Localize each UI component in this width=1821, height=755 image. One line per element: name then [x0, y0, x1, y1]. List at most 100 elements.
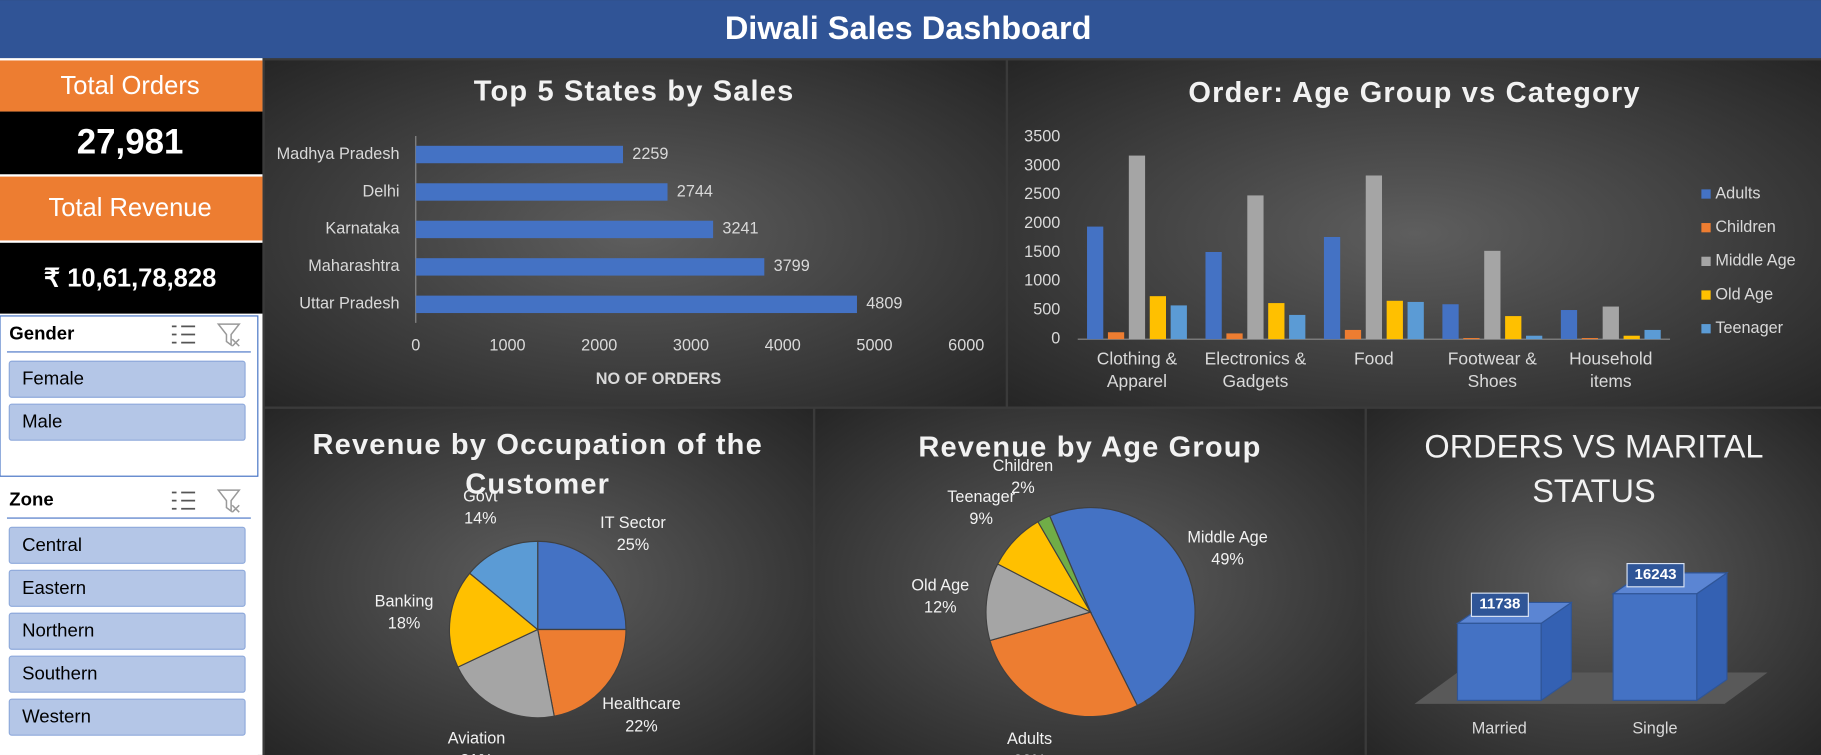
x-tick-label: Footwear & Shoes [1447, 349, 1537, 392]
data-label-box [1470, 592, 1529, 617]
legend-swatch [1701, 223, 1711, 233]
y-tick-label: 1500 [1024, 243, 1060, 261]
pie-slice [468, 540, 539, 631]
slicer-title: Gender [9, 322, 74, 343]
x-tick-label: Household items [1569, 349, 1653, 392]
y-tick-label: 1000 [1024, 272, 1060, 290]
bar [1289, 314, 1306, 340]
bar [1323, 236, 1341, 340]
slice-value: 2% [1011, 479, 1035, 497]
bar [1442, 304, 1459, 340]
slice-value: 22% [625, 717, 658, 735]
y-tick-label: 500 [1033, 301, 1060, 319]
bar [1226, 333, 1243, 340]
pie-slice [537, 628, 627, 717]
chart-title-box: Revenue by Age Group [918, 430, 1262, 464]
slicer-item[interactable] [8, 360, 246, 398]
y-tick-label: 3000 [1024, 156, 1060, 174]
legend-swatch [1701, 256, 1711, 267]
slice-value: 28% [1013, 752, 1046, 755]
legend-swatch [1701, 324, 1711, 334]
gender-slicer: Gender Female Male [0, 315, 259, 477]
bar [1526, 335, 1543, 340]
bar [1107, 332, 1125, 340]
x-axis-label: NO OF ORDERS [596, 370, 722, 388]
pie-slice [448, 572, 539, 668]
pie-slice [985, 563, 1093, 642]
x-tick-label-box: Food [1354, 350, 1394, 370]
legend-swatch [1701, 290, 1711, 300]
pie-slice [1037, 515, 1092, 613]
slicer-item[interactable] [8, 403, 246, 441]
x-tick-label: 4000 [765, 336, 801, 354]
bar [415, 183, 668, 201]
bar [1560, 310, 1578, 340]
data-label: 3799 [774, 257, 810, 275]
legend-label: Teenager [1715, 319, 1783, 337]
kpi-value-box [0, 111, 263, 175]
data-label: 11738 [1479, 596, 1520, 613]
chart-title: Revenue by Age Group [918, 430, 1262, 464]
slice-label: Middle Age [1187, 529, 1267, 547]
multi-select-icon[interactable] [171, 491, 196, 510]
x-tick-label: 2000 [581, 336, 617, 354]
bar [1205, 251, 1222, 340]
slicer-item[interactable] [8, 698, 246, 736]
y-tick-label: Uttar Pradesh [299, 295, 399, 313]
x-tick-label: 0 [411, 336, 420, 354]
bar [1456, 622, 1542, 701]
multi-select-icon[interactable] [171, 325, 196, 344]
legend-label: Adults [1715, 184, 1760, 202]
kpi-label: Total Revenue [48, 194, 211, 222]
zone-slicer: Zone Central Eastern Northern Southern W… [0, 479, 258, 755]
slice-value: 12% [924, 599, 957, 617]
dashboard-title: Diwali Sales Dashboard [725, 10, 1092, 46]
clear-filter-icon[interactable] [216, 323, 241, 347]
slice-label: Aviation [448, 729, 506, 747]
legend-label: Middle Age [1715, 252, 1795, 270]
bar [1386, 300, 1403, 340]
slicer-item[interactable] [8, 655, 246, 693]
bar [1087, 226, 1104, 340]
slicer-item-label[interactable]: Western [22, 706, 91, 727]
slicer-item-label[interactable]: Female [22, 368, 84, 389]
bar [1344, 329, 1362, 340]
bar [1581, 338, 1599, 340]
slice-label: Govt [463, 487, 498, 505]
data-label: 2259 [632, 145, 668, 163]
slicer-item[interactable] [8, 569, 246, 607]
slicer-item-label[interactable]: Eastern [22, 577, 86, 598]
slicer-item-label[interactable]: Central [22, 534, 82, 555]
bar [1170, 305, 1187, 340]
bar [415, 220, 714, 239]
bar [1602, 306, 1619, 340]
slicer-item[interactable] [8, 612, 246, 650]
x-tick-label-box: Electronics & Gadgets [1205, 350, 1307, 392]
data-label: 2744 [677, 182, 713, 200]
kpi-label-box [0, 176, 263, 241]
bar [1268, 303, 1285, 340]
slicer-item-label[interactable]: Male [22, 411, 62, 432]
bar [1365, 175, 1383, 340]
slice-label: Teenager [947, 488, 1015, 506]
slicer-item-label[interactable]: Northern [22, 620, 94, 641]
data-label: 4809 [866, 295, 902, 313]
slice-value: 25% [617, 536, 650, 554]
clear-filter-icon[interactable] [216, 489, 241, 513]
kpi-value-box [0, 242, 263, 314]
bar [1623, 335, 1640, 340]
x-tick-label: 6000 [948, 336, 984, 354]
slicer-item-label[interactable]: Southern [22, 663, 97, 684]
y-tick-label: Karnataka [325, 220, 400, 238]
bar [415, 295, 857, 314]
slice-value: 14% [464, 510, 497, 528]
kpi-label-box [0, 60, 263, 112]
legend-swatch [1701, 189, 1711, 199]
bar-side [1696, 571, 1728, 702]
bar [1463, 338, 1480, 340]
slice-value: 18% [388, 615, 421, 633]
bar [1149, 296, 1166, 340]
slicer-title: Zone [9, 489, 53, 510]
slicer-item[interactable] [8, 526, 246, 564]
